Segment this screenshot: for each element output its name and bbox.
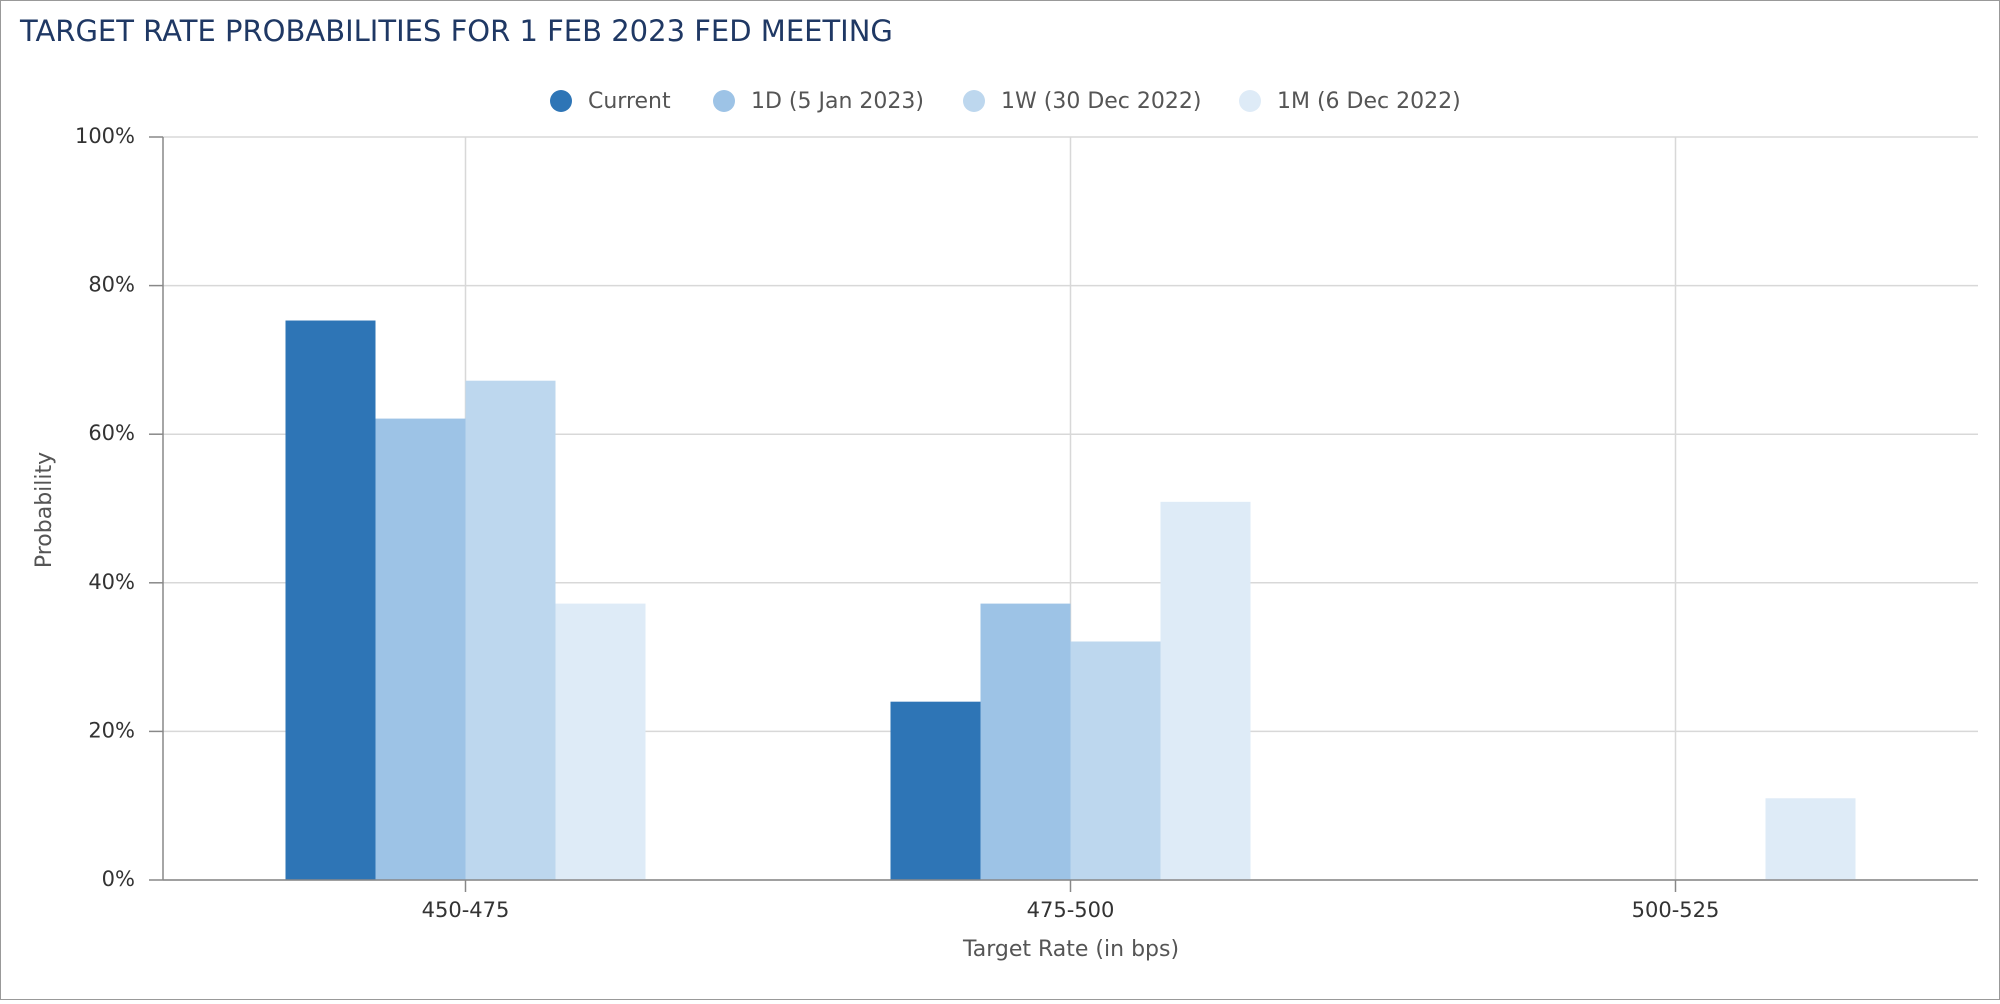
legend-marker bbox=[550, 90, 572, 112]
y-tick-label: 80% bbox=[88, 273, 135, 297]
legend-label: 1M (6 Dec 2022) bbox=[1277, 89, 1461, 114]
bar bbox=[285, 320, 376, 880]
legend-marker bbox=[1239, 90, 1261, 112]
bar bbox=[465, 380, 556, 880]
x-axis-label: Target Rate (in bps) bbox=[962, 937, 1179, 962]
bar bbox=[1070, 641, 1161, 880]
chart-title: TARGET RATE PROBABILITIES FOR 1 FEB 2023… bbox=[19, 14, 893, 48]
legend-marker bbox=[963, 90, 985, 112]
y-tick-label: 40% bbox=[88, 570, 135, 594]
bar bbox=[1160, 501, 1251, 880]
legend-label: Current bbox=[588, 89, 671, 114]
x-tick-label: 500-525 bbox=[1632, 898, 1720, 922]
legend-marker bbox=[713, 90, 735, 112]
bar bbox=[980, 603, 1071, 880]
bar bbox=[1765, 798, 1856, 880]
bar bbox=[555, 603, 646, 880]
legend-label: 1D (5 Jan 2023) bbox=[751, 89, 924, 114]
x-tick-label: 450-475 bbox=[422, 898, 510, 922]
y-tick-label: 20% bbox=[88, 718, 135, 742]
y-tick-label: 100% bbox=[75, 124, 135, 148]
legend-label: 1W (30 Dec 2022) bbox=[1001, 89, 1201, 114]
y-tick-label: 0% bbox=[102, 867, 135, 891]
x-tick-label: 475-500 bbox=[1027, 898, 1115, 922]
y-tick-label: 60% bbox=[88, 421, 135, 445]
bar bbox=[890, 701, 981, 880]
bar bbox=[375, 418, 466, 880]
y-axis-label: Probability bbox=[32, 452, 57, 568]
